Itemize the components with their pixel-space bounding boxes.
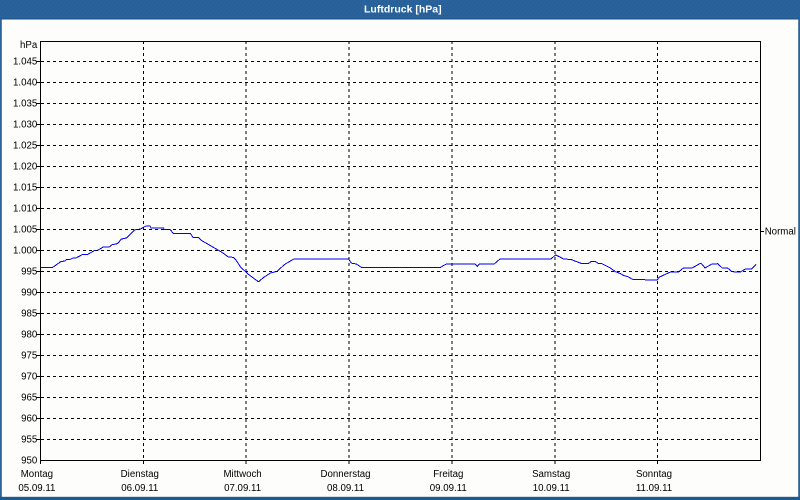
- svg-text:Donnerstag: Donnerstag: [320, 469, 370, 480]
- svg-text:hPa: hPa: [20, 40, 38, 51]
- svg-text:1.045: 1.045: [13, 57, 37, 68]
- svg-text:1.005: 1.005: [13, 225, 37, 236]
- svg-text:Samstag: Samstag: [532, 469, 570, 480]
- svg-text:Mittwoch: Mittwoch: [223, 469, 261, 480]
- svg-text:09.09.11: 09.09.11: [430, 483, 467, 494]
- svg-text:Sonntag: Sonntag: [636, 469, 672, 480]
- svg-text:11.09.11: 11.09.11: [636, 483, 672, 494]
- svg-text:980: 980: [21, 330, 38, 341]
- svg-text:Normal: Normal: [765, 227, 796, 238]
- svg-text:1.010: 1.010: [13, 204, 38, 215]
- svg-text:965: 965: [21, 393, 37, 404]
- svg-text:1.015: 1.015: [13, 183, 37, 194]
- svg-text:990: 990: [21, 288, 38, 299]
- svg-text:06.09.11: 06.09.11: [121, 483, 158, 494]
- svg-text:1.040: 1.040: [13, 78, 38, 89]
- svg-text:08.09.11: 08.09.11: [327, 483, 364, 494]
- svg-text:07.09.11: 07.09.11: [224, 483, 261, 494]
- svg-text:995: 995: [21, 267, 37, 278]
- svg-text:950: 950: [21, 456, 38, 467]
- svg-text:985: 985: [21, 309, 37, 320]
- svg-text:955: 955: [21, 435, 37, 446]
- svg-text:05.09.11: 05.09.11: [18, 483, 55, 494]
- svg-text:1.025: 1.025: [13, 141, 37, 152]
- svg-text:Freitag: Freitag: [433, 469, 463, 480]
- svg-text:1.030: 1.030: [13, 120, 38, 131]
- svg-text:Dienstag: Dienstag: [121, 469, 159, 480]
- svg-text:Luftdruck [hPa]: Luftdruck [hPa]: [364, 4, 442, 16]
- svg-text:960: 960: [21, 414, 38, 425]
- svg-text:10.09.11: 10.09.11: [533, 483, 570, 494]
- svg-text:970: 970: [21, 372, 38, 383]
- svg-text:1.020: 1.020: [13, 162, 38, 173]
- svg-text:1.000: 1.000: [13, 246, 38, 257]
- svg-text:975: 975: [21, 351, 37, 362]
- svg-text:1.035: 1.035: [13, 99, 37, 110]
- svg-text:Montag: Montag: [21, 469, 53, 480]
